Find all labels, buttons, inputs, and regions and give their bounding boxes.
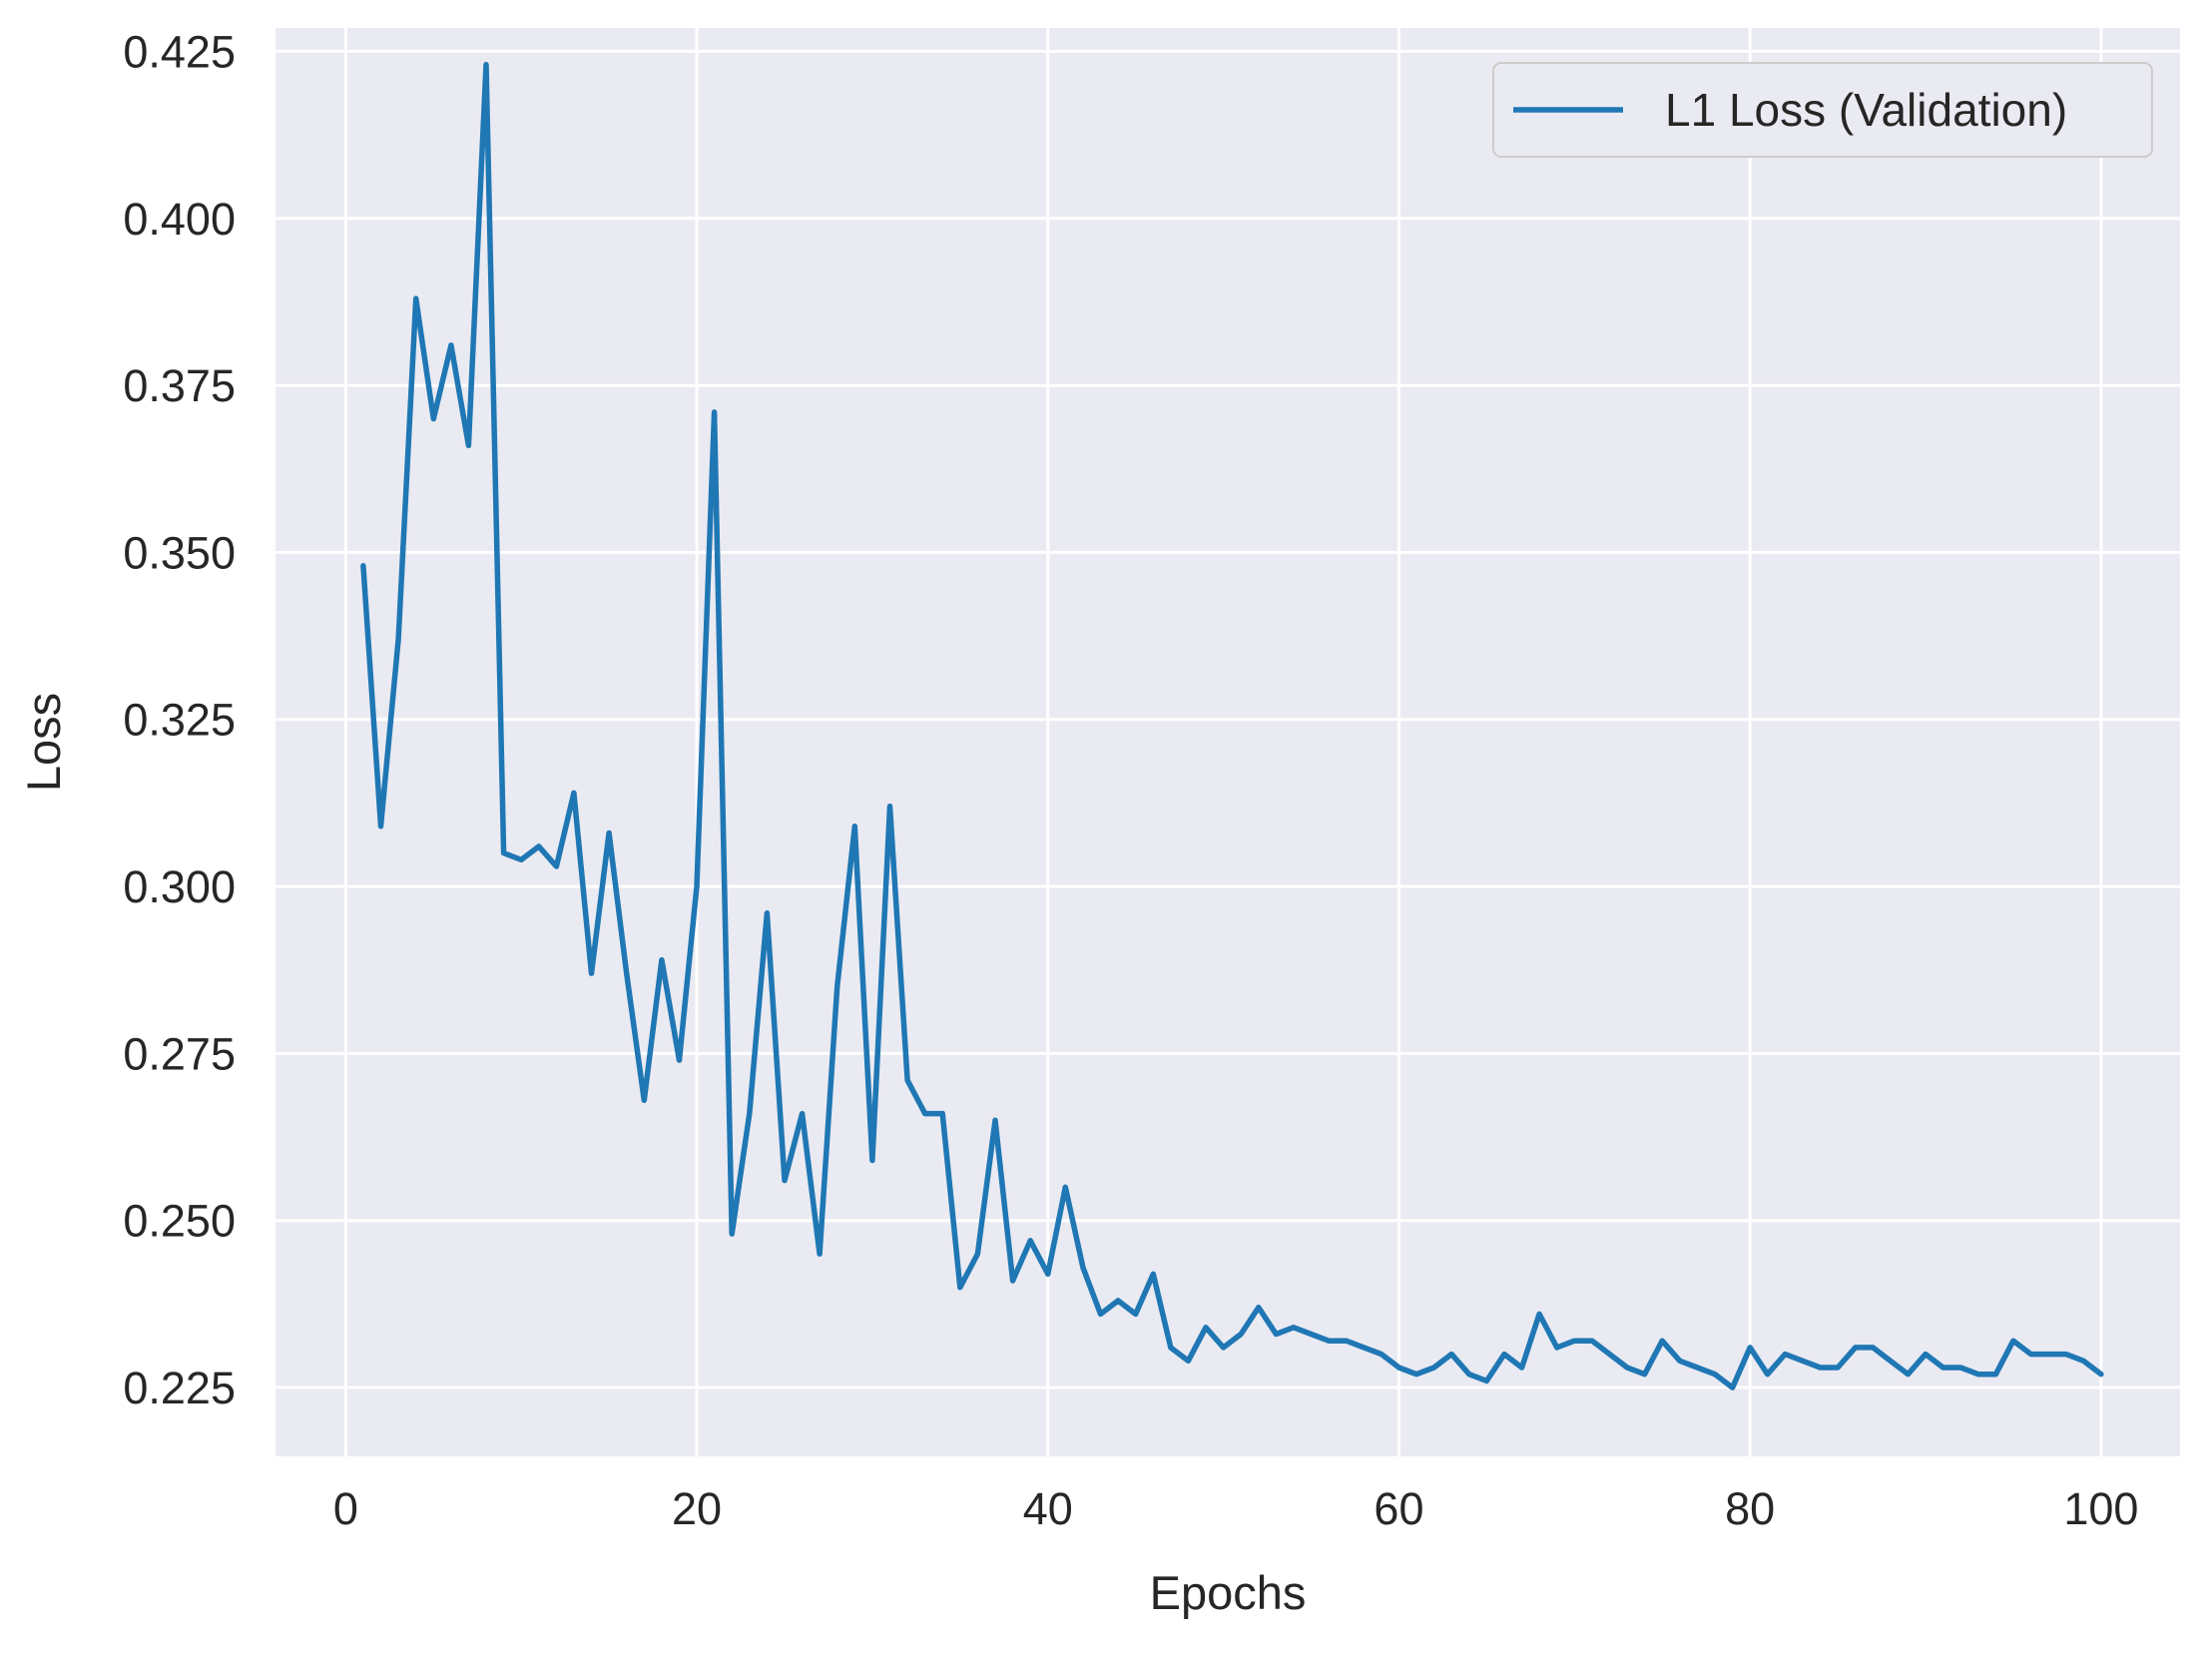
x-tick-label: 100 [2063,1483,2138,1534]
y-tick-label: 0.325 [123,695,236,746]
x-tick-labels: 0 20 40 60 80 100 [333,1483,2139,1534]
plot-background [276,28,2180,1456]
series-layer [360,62,2104,1390]
x-tick-label: 20 [672,1483,722,1534]
y-axis-label: Loss [17,693,70,792]
legend-entry-label: L1 Loss (Validation) [1665,84,2067,136]
y-tick-label: 0.400 [123,194,236,245]
x-tick-label: 80 [1725,1483,1775,1534]
series-line [360,62,2104,1390]
y-tick-label: 0.250 [123,1196,236,1247]
y-tick-label: 0.375 [123,360,236,411]
y-tick-label: 0.300 [123,861,236,912]
x-tick-label: 40 [1023,1483,1073,1534]
y-tick-labels: 0.225 0.250 0.275 0.300 0.325 0.350 0.375 0.400… [123,26,236,1413]
y-tick-label: 0.350 [123,527,236,578]
x-axis-label: Epochs [1150,1566,1307,1619]
legend-box [1492,62,2153,158]
y-tick-label: 0.425 [123,26,236,77]
x-tick-label: 0 [333,1483,358,1534]
x-tick-label: 60 [1374,1483,1423,1534]
y-tick-label: 0.225 [123,1363,236,1413]
legend: L1 Loss (Validation) [1492,62,2153,158]
grid-lines [276,28,2180,1456]
y-tick-label: 0.275 [123,1028,236,1079]
